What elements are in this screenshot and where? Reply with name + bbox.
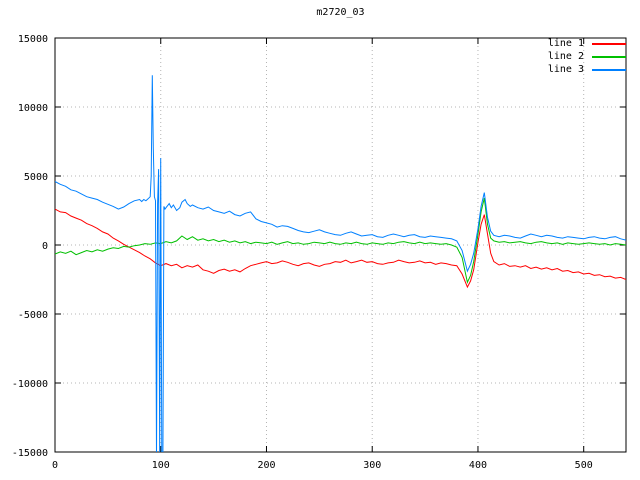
x-tick-label: 200 [257,460,275,471]
x-tick-label: 300 [363,460,381,471]
legend-label: line 1 [547,38,584,49]
legend-item: line 3 [547,64,626,75]
series-line-1 [55,208,626,289]
x-tick-label: 400 [469,460,487,471]
y-tick-label: -10000 [12,379,48,390]
legend: line 1 line 2 line 3 [547,38,626,75]
series-line-3 [55,75,626,452]
y-tick-label: 5000 [24,172,48,183]
y-tick-label: -15000 [12,448,48,459]
x-tick-label: 0 [52,460,58,471]
legend-item: line 2 [547,51,626,62]
series-line-2 [55,197,626,284]
legend-line-sample [592,55,626,58]
legend-item: line 1 [547,38,626,49]
legend-line-sample [592,68,626,71]
x-tick-label: 100 [152,460,170,471]
legend-label: line 3 [547,64,584,75]
y-tick-label: -5000 [18,310,48,321]
legend-label: line 2 [547,51,584,62]
y-tick-label: 10000 [18,103,48,114]
x-tick-label: 500 [575,460,593,471]
chart-title: m2720_03 [316,7,365,18]
y-tick-label: 15000 [18,34,48,45]
legend-line-sample [592,42,626,45]
y-tick-label: 0 [42,241,48,252]
